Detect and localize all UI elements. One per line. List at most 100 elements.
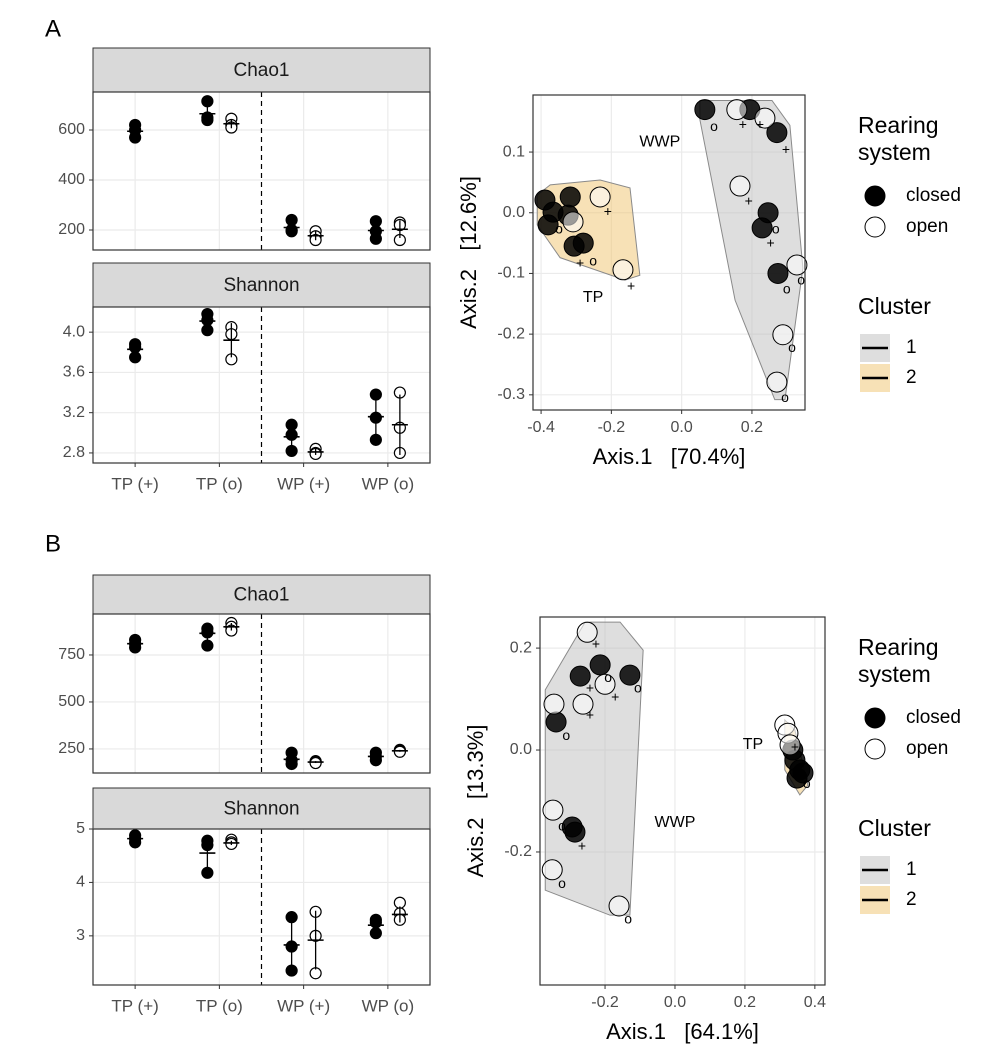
point (766, 371, 788, 393)
point (572, 232, 594, 254)
annotation: WWP (639, 134, 680, 151)
point (772, 324, 794, 346)
point (543, 693, 565, 715)
y-axis-title: Axis.2 [13.3%] (463, 725, 488, 878)
point (779, 734, 801, 756)
cluster-hull (536, 179, 641, 281)
legend-key (864, 216, 886, 238)
point (729, 175, 751, 197)
sample-label: + (756, 116, 764, 132)
point (792, 762, 814, 784)
point (559, 186, 581, 208)
panel-border (92, 306, 431, 464)
panel-label: B (45, 530, 61, 557)
sample-label: + (592, 636, 600, 652)
y-tick-label: 600 (58, 121, 85, 138)
point (766, 122, 788, 144)
point (726, 99, 748, 121)
strip (92, 262, 431, 308)
point (786, 254, 808, 276)
panel-bg (93, 614, 430, 773)
legend-title: Cluster (858, 293, 931, 319)
legend-label: 1 (906, 337, 917, 358)
point (576, 621, 598, 643)
y-tick-label: 5 (76, 820, 85, 837)
sample-label: o (783, 281, 791, 297)
legend-title: Rearing system (858, 634, 939, 687)
point (619, 664, 641, 686)
panel-bg (93, 829, 430, 985)
legend-key (864, 707, 886, 729)
x-tick-label: 0.4 (804, 994, 826, 1011)
x-tick-label: WP (o) (362, 996, 415, 1015)
strip-title: Shannon (223, 799, 299, 820)
annotation: TP (743, 736, 763, 753)
sample-label: + (586, 680, 594, 696)
sample-label: o (710, 118, 718, 134)
x-tick-label: -0.2 (598, 419, 626, 436)
legend-title: Cluster (858, 815, 931, 841)
x-tick-label: TP (+) (111, 996, 158, 1015)
panel-border (92, 91, 431, 251)
sample-label: + (791, 739, 799, 755)
sample-label: + (576, 254, 584, 270)
sample-label: o (604, 669, 612, 685)
sample-label: o (772, 220, 780, 236)
panel-label: A (45, 15, 61, 42)
sample-label: o (624, 910, 632, 926)
x-tick-label: WP (+) (277, 996, 330, 1015)
sample-label: o (589, 253, 597, 269)
strip-title: Chao1 (234, 60, 290, 81)
y-tick-label: 0.2 (510, 639, 532, 656)
sample-label: o (558, 875, 566, 891)
point (694, 99, 716, 121)
y-tick-label: 500 (58, 693, 85, 710)
point (541, 859, 563, 881)
point (569, 665, 591, 687)
legend-label: open (906, 738, 948, 759)
legend-label: closed (906, 185, 961, 206)
x-axis-title: Axis.1 [64.1%] (606, 1019, 759, 1044)
y-tick-label: 2.8 (63, 444, 85, 461)
legend-label: open (906, 216, 948, 237)
x-tick-label: 0.0 (664, 994, 686, 1011)
legend-title: Rearing system (858, 112, 939, 165)
legend-label: 2 (906, 367, 917, 388)
x-tick-label: TP (o) (196, 474, 243, 493)
sample-label: + (578, 838, 586, 854)
y-tick-label: 750 (58, 646, 85, 663)
point (751, 217, 773, 239)
sample-label: + (782, 141, 790, 157)
y-tick-label: -0.2 (504, 843, 532, 860)
sample-label: o (634, 680, 642, 696)
y-tick-label: 250 (58, 740, 85, 757)
point (589, 186, 611, 208)
point (754, 107, 776, 129)
y-tick-label: 0.0 (503, 204, 525, 221)
sample-label: o (797, 271, 805, 287)
sample-label: o (555, 220, 563, 236)
point (572, 693, 594, 715)
legend-label: closed (906, 707, 961, 728)
strip (92, 47, 431, 93)
panel-border (92, 828, 431, 986)
point (542, 799, 564, 821)
panel-border (539, 616, 826, 986)
x-tick-label: 0.2 (741, 419, 763, 436)
x-axis-title: Axis.1 [70.4%] (593, 444, 746, 469)
strip (92, 574, 431, 615)
panel-border (92, 613, 431, 774)
point (537, 214, 559, 236)
y-tick-label: 3.2 (63, 404, 85, 421)
panel-border (532, 94, 806, 411)
cluster-hull (544, 621, 644, 916)
y-tick-label: 3.6 (63, 364, 85, 381)
x-tick-label: 0.0 (671, 419, 693, 436)
cluster-hull (699, 99, 804, 401)
strip-title: Chao1 (234, 585, 290, 606)
annotation: WWP (655, 814, 696, 831)
sample-label: o (803, 775, 811, 791)
y-axis-title: Axis.2 [12.6%] (456, 176, 481, 329)
y-tick-label: 4.0 (63, 323, 85, 340)
